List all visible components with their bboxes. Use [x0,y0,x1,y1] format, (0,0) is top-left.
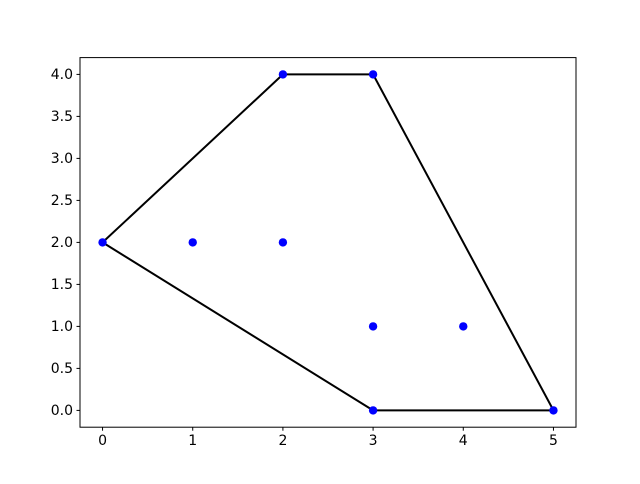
x-axis-tick-label: 1 [188,433,197,449]
y-axis-tick-label: 3.5 [51,109,73,125]
data-point [368,406,378,415]
data-point [188,238,197,247]
y-axis-tick-label: 2.0 [51,235,73,251]
data-point [368,322,378,331]
data-point [459,322,468,331]
convex-hull-line [101,73,555,412]
y-axis-tick-label: 3.0 [51,151,73,167]
x-axis-tick-label: 0 [98,433,107,449]
data-point [98,238,107,247]
data-point [278,238,288,247]
y-axis-tick-label: 2.5 [51,193,73,209]
y-axis-tick-label: 0.5 [51,361,73,377]
y-axis-tick-label: 4.0 [51,67,73,83]
x-axis-tick-label: 3 [369,433,378,449]
data-point [368,70,378,79]
data-point [278,70,288,79]
axes-frame [79,57,577,428]
y-axis-tick-label: 0.0 [51,403,73,419]
y-axis-tick-label: 1.5 [51,277,73,293]
x-axis-tick-label: 2 [278,433,287,449]
x-axis-tick-label: 4 [459,433,468,449]
y-axis-tick-label: 1.0 [51,319,73,335]
x-axis-tick-label: 5 [549,433,558,449]
data-point [549,406,558,415]
